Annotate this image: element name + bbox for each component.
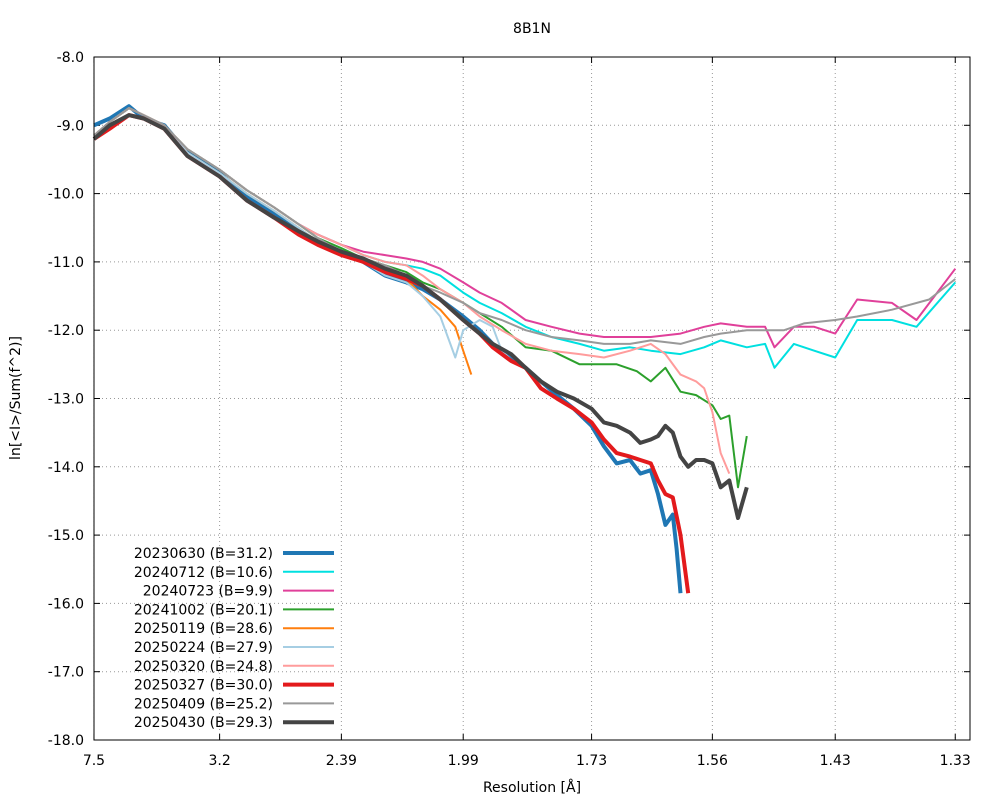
y-tick-label: -17.0 [48,665,84,681]
legend-label: 20250119 (B=28.6) [134,621,273,637]
x-tick-label: 1.99 [448,753,479,769]
y-tick-label: -12.0 [48,323,84,339]
y-tick-label: -18.0 [48,733,84,749]
series-line [93,107,748,489]
series-line [93,107,473,375]
y-tick-label: -11.0 [48,255,84,271]
legend: 20230630 (B=31.2) 20240712 (B=10.6) 202407… [134,546,334,731]
series-line [92,113,749,520]
legend-label: 20250320 (B=24.8) [134,659,273,675]
legend-label: 20250327 (B=30.0) [134,678,273,694]
legend-label: 20250430 (B=29.3) [134,715,273,731]
y-tick-label: -16.0 [48,596,84,612]
y-ticks: -8.0 -9.0 -10.0 -11.0 -12.0 -13.0 -14.0 -15.0 -1… [48,50,970,749]
legend-label: 20241002 (B=20.1) [134,602,273,618]
y-axis-label: ln[<I>/Sum(f^2)] [8,336,24,460]
legend-label: 20250409 (B=25.2) [134,696,273,712]
x-tick-label: 3.2 [208,753,230,769]
x-tick-label: 1.43 [820,753,851,769]
series-line [93,104,683,594]
legend-label: 20240712 (B=10.6) [134,565,273,581]
legend-label: 20240723 (B=9.9) [143,584,273,600]
legend-label: 20250224 (B=27.9) [134,640,273,656]
y-tick-label: -13.0 [48,392,84,408]
y-tick-label: -9.0 [57,118,84,134]
x-tick-label: 2.39 [326,753,357,769]
series-line [93,107,731,474]
y-tick-label: -8.0 [57,50,84,66]
x-tick-label: 1.33 [940,753,971,769]
y-tick-label: -15.0 [48,528,84,544]
x-tick-label: 1.56 [697,753,728,769]
x-axis-label: Resolution [Å] [483,779,581,796]
y-tick-label: -10.0 [48,187,84,203]
chart-title: 8B1N [513,21,551,37]
y-tick-label: -14.0 [48,460,84,476]
x-ticks: 7.5 3.2 2.39 1.99 1.73 1.56 1.43 1.33 [83,57,971,769]
grid [93,57,970,740]
series-lines [92,104,957,594]
series-line [93,107,957,349]
series-line [93,107,956,345]
x-tick-label: 1.73 [576,753,607,769]
plot-frame [93,56,971,741]
series-line [92,113,691,594]
x-tick-label: 7.5 [83,753,105,769]
legend-label: 20230630 (B=31.2) [134,546,273,562]
